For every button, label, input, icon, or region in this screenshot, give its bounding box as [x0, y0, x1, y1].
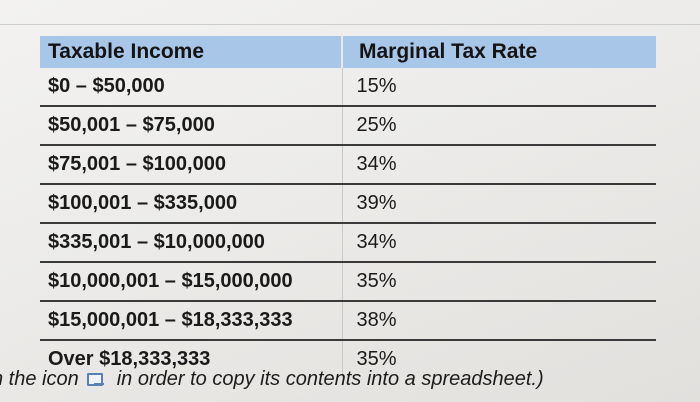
- income-bracket-cell: $15,000,001 – $18,333,333: [40, 301, 343, 341]
- table-row: $75,001 – $100,000 34%: [40, 145, 656, 185]
- tax-rate-table-container: Taxable Income Marginal Tax Rate $0 – $5…: [40, 36, 656, 378]
- income-bracket-cell: Over $18,333,333: [40, 340, 343, 378]
- copy-instructions: n the icon in order to copy its contents …: [0, 368, 700, 391]
- tax-rate-cell: 15%: [342, 68, 656, 107]
- income-bracket-cell: $0 – $50,000: [40, 68, 343, 107]
- table-row: $0 – $50,000 15%: [40, 68, 656, 107]
- table-row: Over $18,333,333 35%: [40, 340, 656, 378]
- icon-box: [86, 373, 103, 386]
- tax-rate-table: Taxable Income Marginal Tax Rate $0 – $5…: [40, 36, 656, 378]
- income-bracket-cell: $75,001 – $100,000: [40, 145, 343, 185]
- icon-base: [93, 383, 104, 385]
- table-row: $100,001 – $335,000 39%: [40, 184, 656, 224]
- income-bracket-cell: $100,001 – $335,000: [40, 184, 343, 224]
- copy-to-spreadsheet-icon[interactable]: [85, 371, 107, 387]
- income-bracket-cell: $50,001 – $75,000: [40, 106, 343, 146]
- tax-rate-cell: 34%: [342, 145, 656, 185]
- table-row: $50,001 – $75,000 25%: [40, 106, 656, 146]
- header-marginal-tax-rate: Marginal Tax Rate: [342, 36, 656, 68]
- tax-rate-cell: 34%: [342, 223, 656, 263]
- tax-rate-cell: 39%: [342, 184, 656, 224]
- income-bracket-cell: $10,000,001 – $15,000,000: [40, 262, 343, 302]
- divider: [0, 24, 700, 25]
- instruction-text-end: in order to copy its contents into a spr…: [116, 368, 544, 390]
- tax-rate-cell: 35%: [356, 348, 397, 370]
- table-header-row: Taxable Income Marginal Tax Rate: [40, 36, 656, 68]
- tax-rate-cell: 25%: [342, 106, 656, 146]
- income-bracket-cell: $335,001 – $10,000,000: [40, 223, 343, 263]
- table-row: $10,000,001 – $15,000,000 35%: [40, 262, 656, 302]
- table-row: $335,001 – $10,000,000 34%: [40, 223, 656, 263]
- table-row: $15,000,001 – $18,333,333 38%: [40, 301, 656, 341]
- tax-rate-cell: 35%: [342, 262, 656, 302]
- header-taxable-income: Taxable Income: [40, 36, 343, 68]
- instruction-text-start: n the icon: [0, 368, 79, 390]
- tax-rate-cell: 38%: [342, 301, 656, 341]
